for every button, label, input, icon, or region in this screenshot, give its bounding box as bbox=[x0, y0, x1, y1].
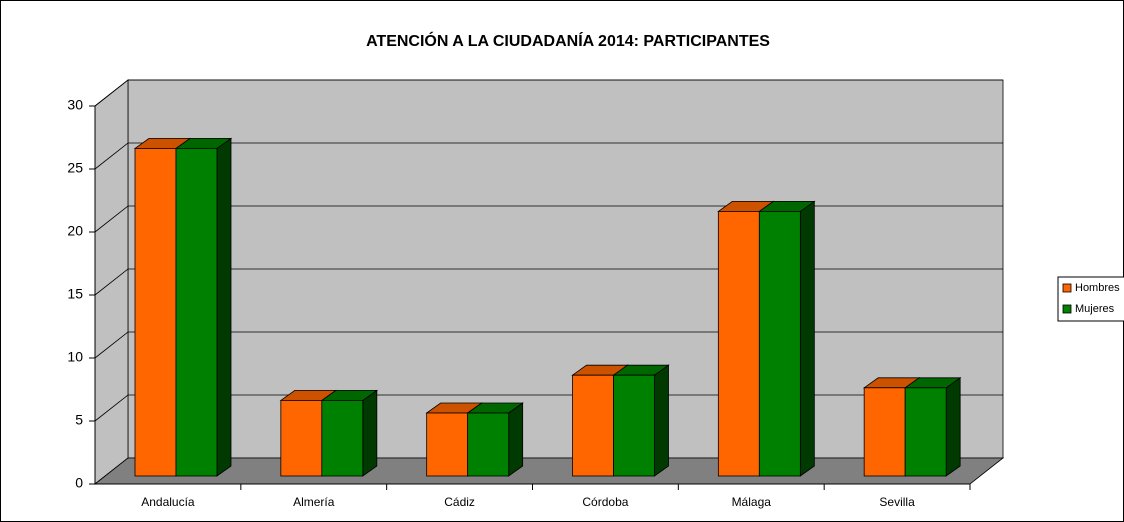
bar-side bbox=[654, 364, 669, 477]
bar-side bbox=[799, 200, 815, 477]
bar-group bbox=[758, 200, 816, 477]
bar-group bbox=[903, 377, 962, 477]
y-tick-label: 20 bbox=[67, 223, 83, 239]
bar bbox=[467, 412, 510, 477]
x-tick-label: Almería bbox=[293, 495, 335, 509]
grid-line bbox=[94, 268, 1003, 296]
grid-line bbox=[94, 394, 1003, 422]
x-tick-label: Córdoba bbox=[582, 495, 628, 509]
bar bbox=[717, 210, 760, 477]
bar bbox=[426, 412, 469, 477]
bar-side bbox=[362, 389, 378, 477]
grid-line bbox=[94, 205, 1003, 233]
grid-line bbox=[94, 79, 1003, 107]
y-tick-label: 0 bbox=[75, 475, 83, 491]
y-tick-label: 10 bbox=[67, 349, 83, 365]
grid-line bbox=[94, 142, 1003, 170]
chart-title: ATENCIÓN A LA CIUDADANÍA 2014: PARTICIPA… bbox=[366, 31, 770, 50]
y-tick-label: 25 bbox=[67, 160, 83, 176]
bar bbox=[280, 399, 323, 477]
bar-group bbox=[466, 402, 524, 477]
x-tick-label: Cádiz bbox=[444, 495, 475, 509]
y-tick-label: 30 bbox=[67, 97, 83, 113]
bar bbox=[904, 387, 947, 477]
bar bbox=[863, 387, 906, 477]
x-tick-label: Málaga bbox=[732, 495, 772, 509]
bar-group bbox=[174, 137, 233, 477]
legend-label: Hombres bbox=[1075, 282, 1120, 294]
bar bbox=[175, 147, 218, 477]
bar bbox=[572, 374, 614, 477]
bar-side bbox=[216, 137, 232, 477]
x-tick-label: Andalucía bbox=[141, 495, 195, 509]
y-tick-label: 5 bbox=[75, 412, 83, 428]
legend-label: Mujeres bbox=[1075, 303, 1115, 315]
bar-side bbox=[945, 377, 961, 477]
bar bbox=[321, 399, 364, 477]
bar bbox=[758, 210, 801, 477]
grid-line bbox=[94, 331, 1003, 359]
legend-swatch bbox=[1062, 304, 1072, 314]
bar-side bbox=[508, 402, 524, 477]
legend-swatch bbox=[1062, 283, 1072, 293]
bar bbox=[613, 374, 655, 477]
x-tick-label: Sevilla bbox=[879, 495, 915, 509]
bar-group bbox=[612, 364, 670, 477]
y-tick-label: 15 bbox=[67, 286, 83, 302]
bar-group bbox=[320, 389, 379, 477]
bar bbox=[134, 147, 177, 477]
